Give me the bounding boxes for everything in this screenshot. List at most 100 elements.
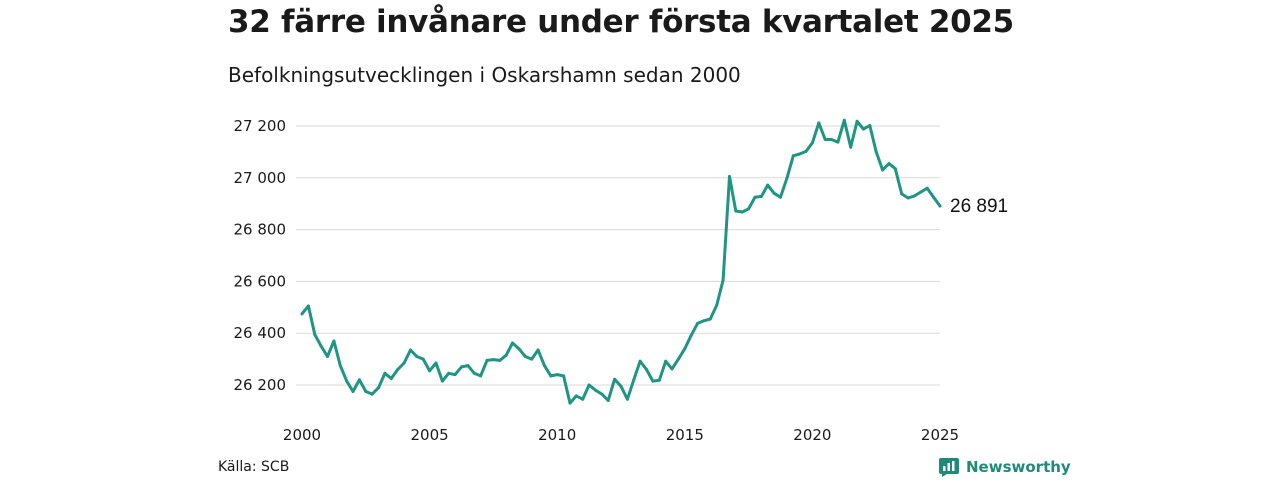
data-point (874, 150, 878, 154)
data-point (759, 194, 763, 198)
data-point (657, 378, 661, 382)
data-point (498, 358, 502, 362)
data-point (338, 364, 342, 368)
data-point (517, 347, 521, 351)
x-tick-label: 2000 (283, 426, 321, 444)
series-line-population (300, 118, 942, 405)
data-point (562, 374, 566, 378)
data-point (830, 138, 833, 141)
data-point (383, 371, 387, 375)
data-point (664, 359, 668, 363)
data-point (913, 194, 916, 198)
data-point (785, 176, 789, 180)
data-point (396, 368, 400, 371)
data-point (740, 210, 744, 214)
data-point (632, 378, 636, 382)
data-point (810, 141, 814, 145)
data-point (472, 371, 476, 375)
data-point (402, 361, 406, 365)
y-tick-label: 26 600 (234, 272, 287, 290)
data-point (893, 167, 897, 171)
data-point (734, 209, 738, 213)
data-point (925, 186, 929, 190)
gridlines (296, 125, 940, 386)
chart-subtitle: Befolkningsutvecklingen i Oskarshamn sed… (228, 63, 741, 87)
x-tick-label: 2020 (793, 426, 831, 444)
data-point (421, 357, 425, 361)
chart-title: 32 färre invånare under första kvartalet… (228, 4, 1014, 40)
data-point (587, 383, 591, 387)
data-point (887, 162, 891, 166)
data-point (849, 145, 853, 149)
data-point (332, 339, 336, 343)
data-point (715, 303, 719, 307)
data-point (542, 364, 546, 368)
data-point (868, 124, 872, 127)
data-point (938, 204, 942, 208)
data-point (670, 367, 674, 371)
data-point (772, 191, 776, 195)
data-point (919, 190, 923, 194)
data-point (855, 119, 859, 123)
data-point (428, 369, 432, 373)
data-point (491, 358, 495, 362)
brand-logo[interactable]: Newsworthy (938, 456, 1071, 478)
x-tick-label: 2005 (411, 426, 449, 444)
source-note: Källa: SCB (218, 459, 290, 475)
data-point (651, 379, 655, 383)
data-point (345, 379, 349, 383)
y-tick-label: 26 400 (234, 324, 287, 342)
brand-name: Newsworthy (966, 458, 1071, 476)
y-tick-label: 27 000 (234, 169, 287, 187)
data-point (619, 384, 623, 388)
data-point (326, 355, 329, 358)
data-point (881, 168, 885, 172)
x-tick-label: 2010 (538, 426, 576, 444)
data-point (613, 377, 617, 381)
data-point (900, 192, 904, 196)
data-point (689, 333, 693, 337)
data-point (319, 344, 323, 348)
data-point (389, 377, 393, 380)
data-point (600, 392, 604, 396)
data-point (409, 348, 412, 352)
x-axis-ticks: 2000 2005 2010 2015 2020 2025 (283, 426, 959, 444)
data-point (753, 195, 757, 199)
data-point (530, 357, 534, 361)
data-point (377, 386, 381, 390)
data-point (625, 397, 629, 401)
x-tick-label: 2025 (921, 426, 959, 444)
series-points (300, 118, 942, 405)
data-point (504, 353, 508, 357)
data-point (817, 121, 821, 125)
data-point (574, 394, 578, 398)
data-point (823, 138, 827, 141)
data-point (861, 127, 865, 131)
data-point (523, 355, 527, 358)
data-point (708, 317, 712, 321)
data-point (645, 368, 648, 371)
end-value-label: 26 891 (950, 196, 1008, 217)
data-point (447, 371, 451, 375)
data-point (594, 388, 597, 392)
data-point (702, 319, 706, 323)
data-point (747, 207, 751, 211)
data-point (606, 399, 610, 402)
data-point (683, 347, 687, 351)
data-point (842, 118, 846, 122)
x-tick-label: 2015 (666, 426, 704, 444)
data-point (440, 379, 444, 383)
data-point (932, 195, 936, 199)
data-point (415, 355, 419, 358)
data-point (364, 390, 368, 393)
data-point (676, 357, 680, 361)
y-axis-ticks: 26 200 26 400 26 600 26 800 27 000 27 200 (234, 117, 287, 394)
newsworthy-logo-icon (939, 458, 959, 477)
data-point (434, 361, 438, 365)
data-point (638, 359, 642, 363)
data-point (453, 373, 457, 377)
data-point (536, 348, 540, 352)
data-point (836, 140, 840, 144)
data-point (555, 373, 559, 377)
data-point (300, 312, 304, 316)
